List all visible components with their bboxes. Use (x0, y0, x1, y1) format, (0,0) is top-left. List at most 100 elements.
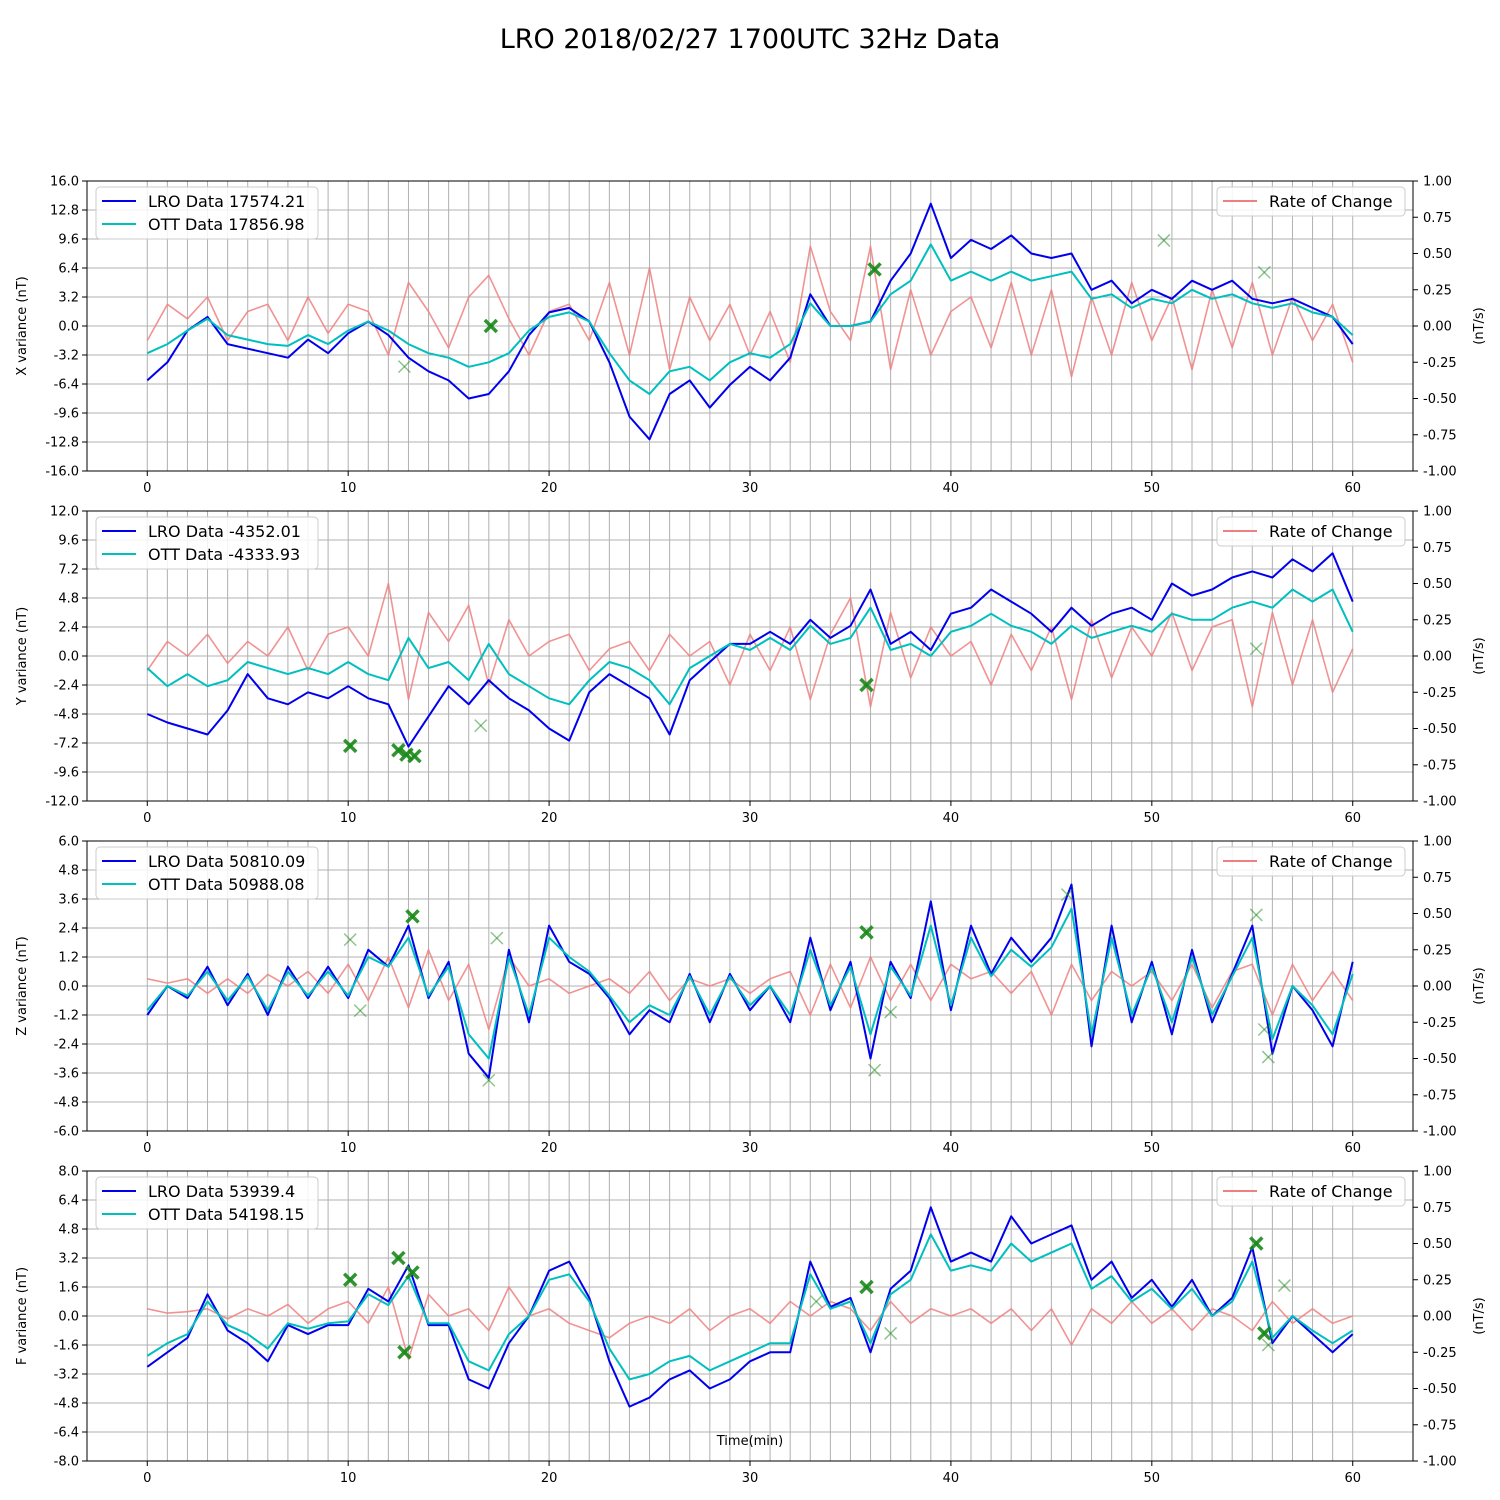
y-tick-label: -2.4 (54, 679, 79, 694)
anomaly-marker (859, 925, 874, 940)
y2-tick-label: 0.00 (1423, 1310, 1452, 1325)
y2-tick-label: -1.00 (1423, 1125, 1457, 1140)
y2-tick-label: 0.00 (1423, 980, 1452, 995)
y2-axis-label: (nT/s) (1472, 637, 1487, 674)
x-tick-label: 60 (1344, 481, 1361, 496)
y-axis-label: Y variance (nT) (15, 607, 30, 707)
anomaly-marker (859, 1279, 874, 1295)
legend-label: Rate of Change (1269, 1182, 1393, 1201)
y2-tick-label: -0.25 (1423, 356, 1457, 371)
y-tick-label: -4.8 (54, 708, 79, 723)
anomaly-marker (490, 931, 504, 945)
series-line-ott (146, 588, 1354, 706)
legend-left: LRO Data 53939.4 OTT Data 54198.15 (95, 1176, 319, 1230)
y-tick-label: 6.0 (58, 835, 79, 850)
legend-label: LRO Data 53939.4 (148, 1182, 295, 1201)
y2-tick-label: 0.75 (1423, 541, 1452, 556)
y-tick-label: -2.4 (54, 1038, 79, 1053)
y2-tick-label: -0.25 (1423, 686, 1457, 701)
y-tick-label: -9.6 (54, 407, 79, 422)
x-tick-label: 20 (541, 811, 558, 826)
anomaly-marker (859, 677, 874, 693)
marker-group (397, 233, 1271, 374)
anomaly-marker (1249, 642, 1263, 656)
y-tick-label: 0.0 (58, 320, 79, 335)
y2-tick-label: 1.00 (1423, 1165, 1452, 1180)
legend-box (95, 186, 319, 240)
series-group (146, 883, 1354, 1079)
y-tick-label: -3.6 (54, 1067, 79, 1082)
y-axis-label: Z variance (nT) (15, 936, 30, 1035)
y-tick-label: -4.8 (54, 1397, 79, 1412)
anomaly-marker (1257, 1022, 1271, 1037)
anomaly-marker (482, 1073, 496, 1087)
y2-tick-label: 0.50 (1423, 907, 1452, 922)
legend-box (1216, 1176, 1406, 1207)
series-line-lro (146, 552, 1354, 748)
legend-box (1216, 846, 1406, 877)
y2-tick-label: -1.00 (1423, 465, 1457, 480)
y-tick-label: 7.2 (58, 563, 79, 578)
y-tick-label: 9.6 (58, 534, 79, 549)
legend-left: LRO Data -4352.01 OTT Data -4333.93 (95, 516, 319, 570)
anomaly-marker (1060, 888, 1074, 902)
x-tick-label: 10 (340, 811, 357, 826)
x-tick-label: 60 (1344, 811, 1361, 826)
y2-tick-label: -0.50 (1423, 1052, 1457, 1067)
anomaly-marker (1257, 265, 1271, 279)
series-line-lro (146, 202, 1354, 441)
y-tick-label: 3.2 (58, 1252, 79, 1267)
anomaly-marker (1261, 1050, 1275, 1064)
y2-tick-label: -0.75 (1423, 758, 1457, 773)
y-tick-label: 12.0 (50, 505, 79, 520)
y-tick-label: 12.8 (50, 204, 79, 219)
series-group (146, 1206, 1354, 1408)
legend-label: LRO Data 17574.21 (148, 192, 305, 211)
anomaly-marker (809, 1294, 823, 1309)
x-axis-label: Time(min) (716, 1434, 783, 1449)
series-line-rate-of-change (146, 582, 1354, 708)
legend-label: LRO Data -4352.01 (148, 522, 301, 541)
y-tick-label: 3.6 (58, 893, 79, 908)
legend-right: Rate of Change (1216, 1176, 1406, 1207)
y2-tick-label: 0.50 (1423, 1237, 1452, 1252)
anomaly-marker (1257, 1326, 1272, 1341)
y-tick-label: 8.0 (58, 1165, 79, 1180)
y2-tick-label: 1.00 (1423, 505, 1452, 520)
series-group (146, 552, 1354, 748)
anomaly-marker (405, 909, 420, 924)
anomaly-marker (1249, 908, 1263, 922)
y-tick-label: 6.4 (58, 1194, 79, 1209)
anomaly-marker (867, 262, 882, 277)
anomaly-marker (483, 318, 499, 334)
x-tick-label: 60 (1344, 1141, 1361, 1156)
anomaly-marker (397, 360, 411, 374)
anomaly-marker (1261, 1338, 1275, 1352)
legend-right: Rate of Change (1216, 846, 1406, 877)
y-tick-label: 4.8 (58, 592, 79, 607)
anomaly-marker (391, 1250, 406, 1266)
y2-tick-label: 0.25 (1423, 943, 1452, 958)
legend-label: OTT Data -4333.93 (148, 545, 300, 564)
y-tick-label: 9.6 (58, 233, 79, 248)
x-tick-label: 0 (143, 1471, 151, 1486)
panel-3: 0 10 20 30 40 50 60 6.0 4.8 3.6 2.4 1.2 0.0 -1.2 -2.4 -… (15, 835, 1487, 1157)
y-tick-label: -12.0 (45, 795, 79, 810)
series-line-rate-of-change (147, 948, 1354, 1031)
anomaly-marker (397, 1345, 412, 1360)
panel-4: 0 10 20 30 40 50 60 8.0 6.4 4.8 3.2 1.6 0.0 -1.6 -3.2 -… (15, 1165, 1487, 1487)
legend-label: OTT Data 17856.98 (148, 215, 305, 234)
y-tick-label: 0.0 (58, 1310, 79, 1325)
series-line-lro (146, 883, 1354, 1079)
y-tick-label: -3.2 (54, 1368, 79, 1383)
x-tick-label: 40 (943, 811, 960, 826)
series-group (146, 202, 1354, 441)
x-tick-label: 40 (943, 481, 960, 496)
y-tick-label: 16.0 (50, 175, 79, 190)
x-tick-label: 30 (742, 811, 759, 826)
y2-tick-label: -0.25 (1423, 1346, 1457, 1361)
x-tick-label: 30 (742, 1471, 759, 1486)
series-line-ott (146, 243, 1354, 395)
y2-axis-label: (nT/s) (1472, 1297, 1487, 1334)
